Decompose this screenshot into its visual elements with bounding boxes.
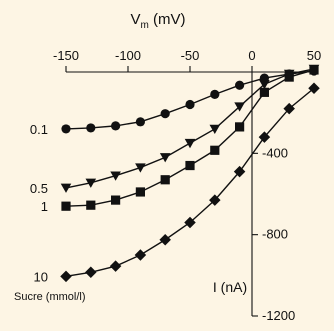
data-point bbox=[259, 79, 270, 90]
data-point bbox=[61, 124, 71, 134]
data-point bbox=[235, 80, 245, 90]
data-point bbox=[185, 160, 195, 171]
data-point bbox=[209, 194, 221, 206]
series-label: 1 bbox=[41, 199, 48, 214]
data-point bbox=[234, 102, 245, 112]
labels-group: Vm (mV) I (nA) Sucre (mmol/l) bbox=[14, 11, 247, 303]
data-point bbox=[210, 89, 220, 99]
data-point bbox=[309, 65, 319, 75]
series-0-1: 0.1 bbox=[30, 66, 319, 137]
data-point bbox=[209, 124, 221, 134]
data-point bbox=[160, 109, 170, 119]
data-point bbox=[159, 153, 171, 163]
x-tick-label: -100 bbox=[115, 48, 141, 63]
data-point bbox=[185, 99, 195, 110]
data-point bbox=[60, 270, 72, 283]
data-point bbox=[135, 163, 146, 173]
y-tick-label: -800 bbox=[262, 227, 288, 242]
x-tick-label: 50 bbox=[307, 48, 321, 63]
data-point bbox=[233, 165, 246, 178]
data-point bbox=[134, 249, 147, 261]
data-point bbox=[60, 183, 72, 193]
legend-title: Sucre (mmol/l) bbox=[14, 291, 86, 303]
data-point bbox=[308, 82, 320, 95]
x-tick-label: -150 bbox=[53, 48, 79, 63]
data-point bbox=[184, 138, 196, 149]
series-0-5: 0.5 bbox=[30, 64, 320, 196]
series-label: 10 bbox=[34, 269, 48, 284]
data-point bbox=[160, 175, 170, 185]
y-tick-label: -1200 bbox=[262, 308, 295, 323]
y-tick-label: -400 bbox=[262, 145, 288, 160]
data-point bbox=[283, 102, 295, 115]
data-point bbox=[111, 121, 121, 131]
series-10: 10 bbox=[34, 82, 320, 284]
data-point bbox=[86, 123, 96, 133]
data-point bbox=[258, 131, 271, 143]
series-label: 0.5 bbox=[30, 181, 48, 196]
y-axis-label: I (nA) bbox=[213, 279, 247, 295]
axes-group: -150 -100 -50 0 50 -400 -800 -1200 bbox=[53, 48, 321, 323]
data-point bbox=[110, 171, 121, 181]
data-point bbox=[85, 178, 97, 188]
data-point bbox=[61, 201, 71, 211]
data-point bbox=[210, 145, 220, 155]
data-point bbox=[135, 117, 145, 127]
data-point bbox=[284, 72, 294, 82]
x-tick-label: -50 bbox=[181, 48, 200, 63]
data-point bbox=[85, 266, 97, 279]
series-group: 0.1 0.5 1 10 bbox=[30, 64, 320, 284]
data-point bbox=[86, 200, 96, 210]
data-point bbox=[184, 216, 196, 229]
data-point bbox=[135, 187, 145, 197]
x-tick-label: 0 bbox=[248, 48, 255, 63]
series-1: 1 bbox=[41, 65, 319, 214]
series-line bbox=[65, 69, 315, 207]
data-point bbox=[111, 195, 121, 205]
series-label: 0.1 bbox=[30, 122, 48, 137]
data-point bbox=[235, 122, 245, 132]
data-point bbox=[159, 234, 171, 246]
series-line bbox=[65, 87, 315, 278]
x-axis-label: Vm (mV) bbox=[130, 11, 185, 31]
data-point bbox=[109, 260, 122, 272]
data-point bbox=[259, 87, 269, 97]
